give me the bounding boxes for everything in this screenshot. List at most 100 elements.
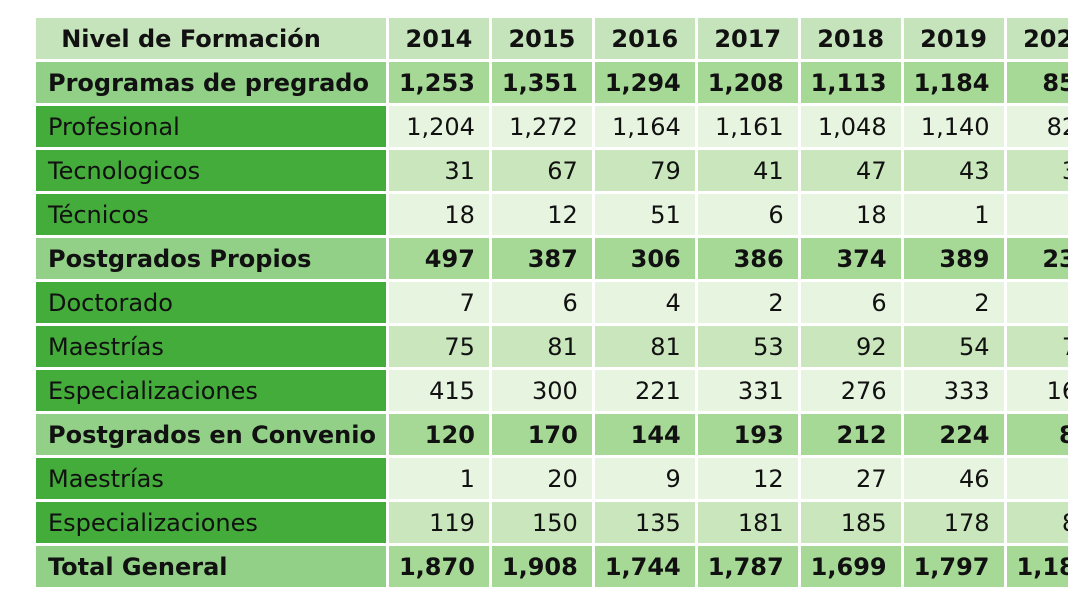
value-cell-2020: 36 xyxy=(1006,150,1068,191)
group-row: Postgrados Propios497387306386374389235 xyxy=(36,238,1068,279)
row-label: Profesional xyxy=(36,106,386,147)
value-cell-2015: 81 xyxy=(491,326,592,367)
value-cell-2016: 1,164 xyxy=(594,106,695,147)
value-cell-2014: 497 xyxy=(388,238,489,279)
value-cell-2016: 144 xyxy=(594,414,695,455)
value-cell-2018: 6 xyxy=(800,282,901,323)
value-cell-2017: 12 xyxy=(697,458,798,499)
value-cell-2017: 331 xyxy=(697,370,798,411)
value-cell-2016: 306 xyxy=(594,238,695,279)
value-cell-2019: 1 xyxy=(903,194,1004,235)
value-cell-2019: 333 xyxy=(903,370,1004,411)
value-cell-2018: 1,048 xyxy=(800,106,901,147)
row-label: Postgrados Propios xyxy=(36,238,386,279)
value-cell-2019: 1,140 xyxy=(903,106,1004,147)
value-cell-2019: 2 xyxy=(903,282,1004,323)
value-cell-2014: 1 xyxy=(388,458,489,499)
value-cell-2017: 1,208 xyxy=(697,62,798,103)
header-cell-2020: 2020 xyxy=(1006,18,1068,59)
value-cell-2018: 185 xyxy=(800,502,901,543)
value-cell-2018: 18 xyxy=(800,194,901,235)
header-cell-2017: 2017 xyxy=(697,18,798,59)
value-cell-2015: 387 xyxy=(491,238,592,279)
row-label: Doctorado xyxy=(36,282,386,323)
value-cell-2017: 193 xyxy=(697,414,798,455)
value-cell-2017: 386 xyxy=(697,238,798,279)
header-cell-2015: 2015 xyxy=(491,18,592,59)
value-cell-2014: 415 xyxy=(388,370,489,411)
row-label: Postgrados en Convenio xyxy=(36,414,386,455)
value-cell-2020: 163 xyxy=(1006,370,1068,411)
group-row: Programas de pregrado 1,253 1,351 1,294 1,20… xyxy=(36,62,1068,103)
value-cell-2014: 75 xyxy=(388,326,489,367)
header-cell-2014: 2014 xyxy=(388,18,489,59)
value-cell-2019: 1,184 xyxy=(903,62,1004,103)
table-row: Profesional 1,204 1,272 1,164 1,161 1,048 1,14… xyxy=(36,106,1068,147)
value-cell-2020: 83 xyxy=(1006,502,1068,543)
value-cell-2018: 1,699 xyxy=(800,546,901,587)
value-cell-2015: 6 xyxy=(491,282,592,323)
value-cell-2019: 178 xyxy=(903,502,1004,543)
row-label: Especializaciones xyxy=(36,370,386,411)
row-label: Maestrías xyxy=(36,326,386,367)
value-cell-2015: 1,351 xyxy=(491,62,592,103)
header-cell-2018: 2018 xyxy=(800,18,901,59)
value-cell-2016: 81 xyxy=(594,326,695,367)
value-cell-2020: 823 xyxy=(1006,106,1068,147)
value-cell-2016: 1,744 xyxy=(594,546,695,587)
table-row: Especializaciones415300221331276333163 xyxy=(36,370,1068,411)
table-row: Tecnologicos31677941474336 xyxy=(36,150,1068,191)
value-cell-2014: 18 xyxy=(388,194,489,235)
group-row: Postgrados en Convenio 120 170 144 193 212 224… xyxy=(36,414,1068,455)
value-cell-2016: 9 xyxy=(594,458,695,499)
value-cell-2020: 235 xyxy=(1006,238,1068,279)
value-cell-2018: 47 xyxy=(800,150,901,191)
header-cell-2016: 2016 xyxy=(594,18,695,59)
value-cell-2016: 4 xyxy=(594,282,695,323)
row-label: Programas de pregrado xyxy=(36,62,386,103)
value-cell-2020: 2 xyxy=(1006,282,1068,323)
table-row: Especializaciones11915013518118517883 xyxy=(36,502,1068,543)
value-cell-2015: 20 xyxy=(491,458,592,499)
value-cell-2020: 859 xyxy=(1006,62,1068,103)
header-cell-2019: 2019 xyxy=(903,18,1004,59)
value-cell-2017: 6 xyxy=(697,194,798,235)
value-cell-2018: 1,113 xyxy=(800,62,901,103)
value-cell-2018: 374 xyxy=(800,238,901,279)
value-cell-2020 xyxy=(1006,194,1068,235)
value-cell-2019: 389 xyxy=(903,238,1004,279)
value-cell-2016: 221 xyxy=(594,370,695,411)
formation-table: Nivel de Formación 2014 2015 2016 2017 2… xyxy=(33,15,1068,590)
value-cell-2015: 300 xyxy=(491,370,592,411)
value-cell-2017: 2 xyxy=(697,282,798,323)
value-cell-2020: 70 xyxy=(1006,326,1068,367)
value-cell-2018: 92 xyxy=(800,326,901,367)
row-label: Técnicos xyxy=(36,194,386,235)
value-cell-2014: 1,253 xyxy=(388,62,489,103)
value-cell-2020: 1,180 xyxy=(1006,546,1068,587)
value-cell-2018: 212 xyxy=(800,414,901,455)
value-cell-2015: 150 xyxy=(491,502,592,543)
value-cell-2019: 54 xyxy=(903,326,1004,367)
value-cell-2019: 224 xyxy=(903,414,1004,455)
value-cell-2018: 27 xyxy=(800,458,901,499)
value-cell-2014: 1,204 xyxy=(388,106,489,147)
table-row: Maestrías75818153925470 xyxy=(36,326,1068,367)
value-cell-2014: 120 xyxy=(388,414,489,455)
value-cell-2015: 1,272 xyxy=(491,106,592,147)
value-cell-2014: 1,870 xyxy=(388,546,489,587)
table-row: Maestrías12091227463 xyxy=(36,458,1068,499)
row-label: Maestrías xyxy=(36,458,386,499)
value-cell-2017: 1,161 xyxy=(697,106,798,147)
value-cell-2019: 1,797 xyxy=(903,546,1004,587)
value-cell-2015: 1,908 xyxy=(491,546,592,587)
table-row: Doctorado7642622 xyxy=(36,282,1068,323)
value-cell-2016: 135 xyxy=(594,502,695,543)
value-cell-2017: 53 xyxy=(697,326,798,367)
value-cell-2016: 1,294 xyxy=(594,62,695,103)
value-cell-2017: 1,787 xyxy=(697,546,798,587)
value-cell-2016: 51 xyxy=(594,194,695,235)
value-cell-2020: 3 xyxy=(1006,458,1068,499)
value-cell-2014: 119 xyxy=(388,502,489,543)
